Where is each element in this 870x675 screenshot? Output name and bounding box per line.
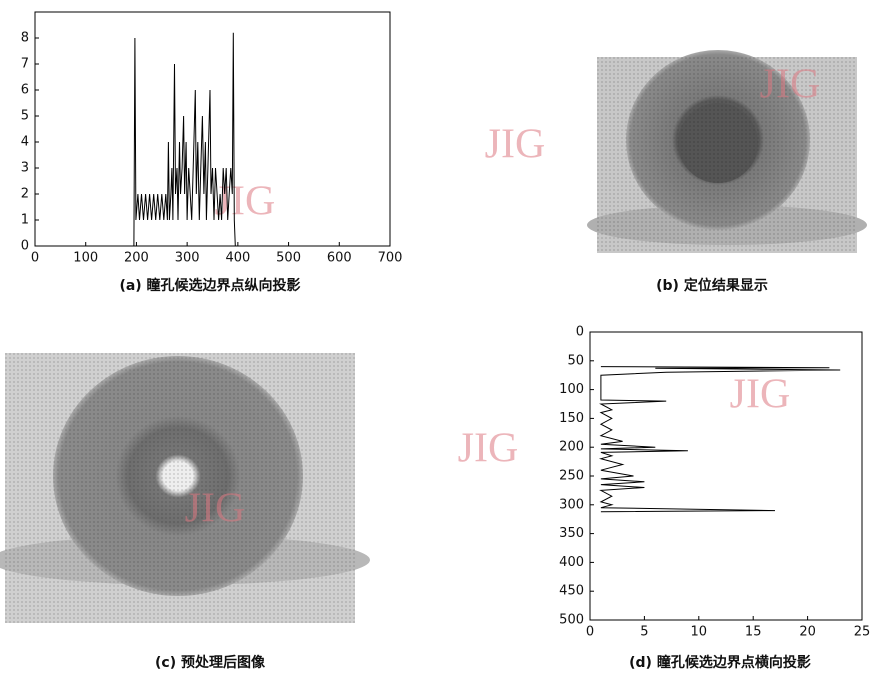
y-tick-label: 150: [559, 411, 584, 426]
y-tick-label: 500: [559, 613, 584, 628]
y-tick-label: 300: [559, 497, 584, 512]
y-tick-label: 1: [21, 213, 29, 228]
x-tick-label: 15: [745, 625, 762, 640]
y-tick-label: 350: [559, 526, 584, 541]
y-tick-label: 0: [21, 239, 29, 254]
watermark: JIG: [760, 62, 821, 108]
line: [133, 32, 236, 247]
y-tick-label: 2: [21, 187, 29, 202]
watermark: JIG: [730, 372, 791, 418]
image-b: [587, 50, 867, 253]
y-tick-label: 250: [559, 469, 584, 484]
line: [598, 366, 841, 513]
y-tick-label: 7: [21, 57, 29, 72]
x-tick-label: 5: [640, 625, 648, 640]
x-tick-label: 300: [175, 251, 200, 266]
x-tick-label: 20: [799, 625, 816, 640]
x-tick-label: 100: [73, 251, 98, 266]
y-tick-label: 400: [559, 555, 584, 570]
caption: (a) 瞳孔候选边界点纵向投影: [119, 277, 300, 294]
x-tick-label: 700: [378, 251, 403, 266]
watermark: JIG: [458, 426, 519, 472]
y-tick-label: 8: [21, 31, 29, 46]
y-tick-label: 5: [21, 109, 29, 124]
x-tick-label: 500: [276, 251, 301, 266]
y-tick-label: 3: [21, 161, 29, 176]
x-tick-label: 0: [586, 625, 594, 640]
caption: (c) 预处理后图像: [155, 654, 266, 671]
watermark: JIG: [185, 486, 246, 532]
y-tick-label: 50: [567, 353, 584, 368]
x-tick-label: 25: [854, 625, 870, 640]
y-tick-label: 6: [21, 83, 29, 98]
y-tick-label: 4: [21, 135, 29, 150]
plot-frame: [34, 11, 391, 247]
x-tick-label: 10: [691, 625, 708, 640]
x-tick-label: 600: [327, 251, 352, 266]
image-c: [0, 353, 370, 623]
caption: (d) 瞳孔候选边界点横向投影: [629, 654, 811, 671]
x-tick-label: 0: [31, 251, 39, 266]
x-tick-label: 400: [225, 251, 250, 266]
y-tick-label: 100: [559, 382, 584, 397]
y-tick-label: 450: [559, 584, 584, 599]
x-tick-label: 200: [124, 251, 149, 266]
watermark: JIG: [485, 122, 546, 168]
y-tick-label: 200: [559, 440, 584, 455]
caption: (b) 定位结果显示: [656, 277, 768, 294]
y-tick-label: 0: [576, 325, 584, 340]
